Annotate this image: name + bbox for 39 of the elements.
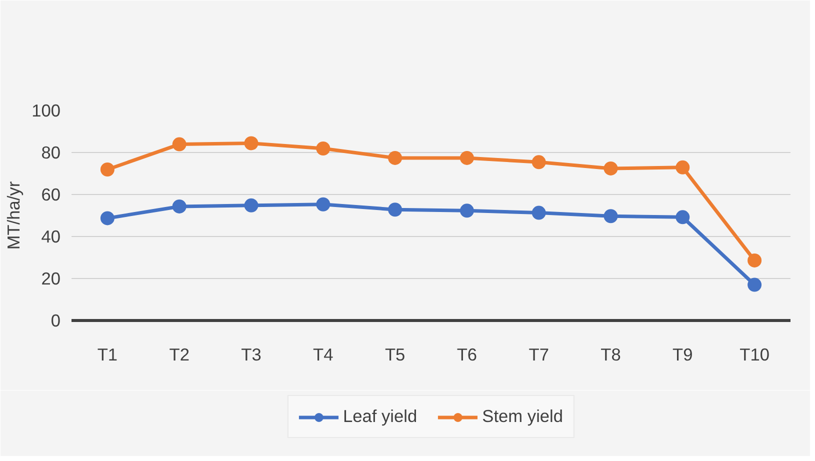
point [244,136,258,150]
y-tick-label: 20 [41,268,61,288]
point [532,206,546,220]
y-tick-label: 0 [50,310,61,330]
point [388,150,402,165]
x-tick-label: T5 [384,344,406,364]
point [676,160,690,174]
x-tick-label: T8 [600,344,621,364]
point [388,202,402,217]
point [748,253,762,268]
point [244,198,258,212]
y-axis-title: MT/ha/yr [4,181,24,250]
x-tick-label: T9 [672,344,693,364]
x-tick-label: T6 [456,344,478,364]
y-tick-label: 60 [41,184,61,204]
x-tick-label: T10 [740,344,770,364]
point [100,211,114,226]
point [604,161,618,176]
point [460,150,474,165]
point [172,137,186,152]
legend-label: Leaf yield [342,406,418,427]
legend-label: Stem yield [482,406,564,427]
x-tick-label: T3 [241,344,262,364]
point [316,197,330,212]
x-tick-label: T7 [528,344,549,364]
y-tick-label: 100 [32,100,61,120]
point [604,209,618,224]
y-tick-label: 40 [41,226,61,246]
x-tick-label: T1 [97,344,118,364]
x-tick-label: T2 [169,344,190,364]
point [748,278,762,292]
y-tick-label: 80 [41,142,61,162]
x-tick-label: T4 [313,344,334,364]
point [676,210,690,224]
point [172,199,186,214]
point [100,162,114,176]
point [532,155,546,170]
point [316,142,330,156]
point [460,204,474,218]
